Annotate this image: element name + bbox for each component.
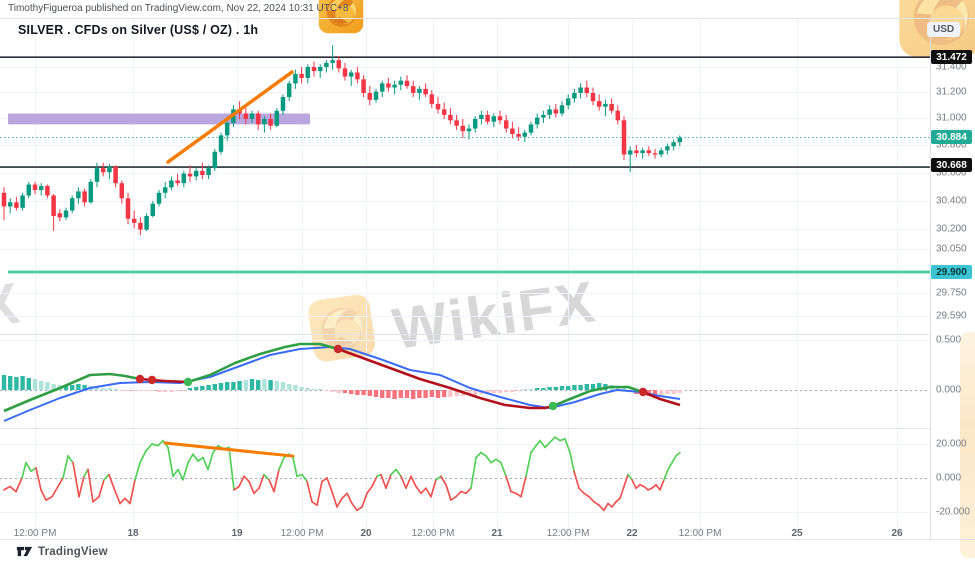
price-tick-0.500: 0.500	[936, 334, 962, 346]
price-tick-31.000: 31.000	[936, 112, 967, 124]
price-badge-31.472: 31.472	[931, 50, 972, 64]
tradingview-logo-text: TradingView	[38, 545, 108, 558]
price-levels	[0, 56, 930, 274]
price-tick-0.000: 0.000	[936, 384, 962, 396]
macd-histogram	[1, 375, 682, 399]
price-badge-30.884: 30.884	[931, 130, 972, 144]
tradingview-logo[interactable]: TradingView	[16, 545, 108, 558]
wikifx-logo-right-strip	[960, 332, 975, 558]
time-tick-11: 26	[891, 528, 903, 539]
price-tick-31.400: 31.400	[936, 61, 967, 73]
time-tick-1: 18	[127, 528, 139, 539]
price-tick-30.400: 30.400	[936, 195, 967, 207]
tradingview-logo-icon	[16, 546, 33, 557]
price-tick-30.800: 30.800	[936, 139, 967, 151]
macd-lines	[3, 342, 681, 422]
price-badge-29.900: 29.900	[931, 265, 972, 279]
price-tick-30.600: 30.600	[936, 167, 967, 179]
price-tick-31.200: 31.200	[936, 86, 967, 98]
frame-lines	[0, 18, 975, 540]
price-tick-30.200: 30.200	[936, 223, 967, 235]
price-badge-30.668: 30.668	[931, 158, 972, 172]
price-tick-29.750: 29.750	[936, 287, 967, 299]
chart-title: SILVER . CFDs on Silver (US$ / OZ) . 1h	[18, 23, 259, 37]
time-tick-9: 12:00 PM	[678, 528, 722, 539]
time-tick-0: 12:00 PM	[13, 528, 57, 539]
time-tick-5: 12:00 PM	[411, 528, 455, 539]
price-tick-30.050: 30.050	[936, 243, 967, 255]
price-tick-29.590: 29.590	[936, 310, 967, 322]
oscillator-line	[3, 436, 681, 512]
time-tick-7: 12:00 PM	[546, 528, 590, 539]
time-tick-2: 19	[231, 528, 243, 539]
time-tick-3: 12:00 PM	[280, 528, 324, 539]
macd-crossover-dots	[135, 344, 648, 411]
time-tick-4: 20	[360, 528, 372, 539]
price-tick--20.000: -20.000	[936, 506, 970, 518]
publisher-note: TimothyFigueroa published on TradingView…	[8, 3, 349, 14]
price-tick-20.000: 20.000	[936, 438, 967, 450]
price-tick-0.000: 0.000	[936, 472, 962, 484]
time-tick-6: 21	[491, 528, 503, 539]
trendline-oscillator	[163, 441, 295, 458]
candles-layer	[1, 45, 683, 236]
time-tick-8: 22	[626, 528, 638, 539]
time-tick-10: 25	[791, 528, 803, 539]
trendline-main	[166, 70, 294, 164]
gridlines	[0, 19, 930, 539]
currency-label: USD	[927, 22, 961, 37]
